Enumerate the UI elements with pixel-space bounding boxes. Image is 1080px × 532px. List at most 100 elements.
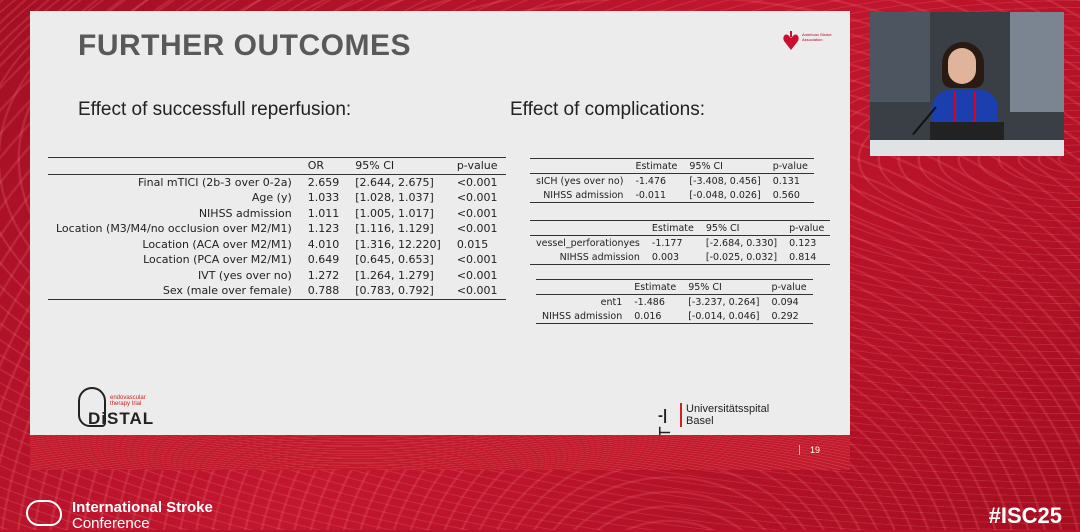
aha-logo: American Stroke Association — [780, 29, 832, 55]
reperfusion-subtitle: Effect of successfull reperfusion: — [78, 99, 352, 120]
speaker-face — [948, 48, 976, 84]
table-header: p-value — [783, 220, 831, 236]
p-value: <0.001 — [448, 283, 506, 300]
hospital-name-line1: Universitätsspital — [686, 403, 770, 415]
ci-value: [0.783, 0.792] — [347, 283, 449, 300]
table-row: vessel_perforationyes -1.177 [-2.684, 0.33… — [530, 236, 830, 251]
ci-value: [-3.408, 0.456] — [689, 175, 761, 187]
hospital-name: Universitätsspital Basel — [686, 403, 769, 427]
distal-logo: endovascular therapy trial DiSTAL — [78, 387, 198, 431]
estimate-value: -0.011 — [629, 188, 684, 203]
row-label: Location (ACA over M2/M1) — [142, 237, 292, 251]
table-header: p-value — [448, 157, 506, 175]
background-window — [1010, 12, 1064, 112]
row-label: NIHSS admission — [198, 206, 292, 220]
table-header: Estimate — [629, 158, 684, 174]
table-header-row: Estimate 95% CI p-value — [536, 279, 813, 295]
row-label: Location (PCA over M2/M1) — [143, 253, 292, 267]
p-value: <0.001 — [456, 206, 498, 220]
row-label: ent1 — [600, 296, 623, 308]
head-icon — [78, 387, 106, 427]
table-header — [48, 157, 300, 175]
or-value: 1.033 — [307, 191, 340, 205]
table-row: NIHSS admission -0.011 [-0.048, 0.026] 0.56… — [530, 188, 814, 203]
table-header: p-value — [765, 279, 813, 295]
ci-value: [1.005, 1.017] — [355, 206, 434, 220]
table-header-row: Estimate 95% CI p-value — [530, 158, 814, 174]
speaker-video — [870, 12, 1064, 156]
ci-value: [1.028, 1.037] — [355, 191, 434, 205]
p-value: <0.001 — [456, 268, 498, 282]
conference-hashtag: #ISC25 — [988, 503, 1062, 528]
table-header — [536, 279, 629, 295]
ci-value: [-0.014, 0.046] — [682, 309, 766, 324]
row-label: IVT (yes over no) — [197, 268, 292, 282]
presentation-slide: FURTHER OUTCOMES American Stroke Associa… — [30, 11, 850, 435]
or-value: 1.123 — [307, 222, 340, 236]
table-header-row: OR 95% CI p-value — [48, 157, 506, 175]
or-value: 2.659 — [307, 175, 340, 189]
heart-torch-icon — [783, 31, 799, 50]
table-row: Sex (male over female) 0.788 [0.783, 0.792… — [48, 283, 506, 300]
table-header: 95% CI — [347, 157, 449, 175]
hospital-mark-icon: -|⊢ — [658, 407, 672, 435]
ci-value: [-0.048, 0.026] — [683, 188, 767, 203]
table-row: sICH (yes over no) -1.476 [-3.408, 0.456] 0… — [530, 174, 814, 189]
table-row: IVT (yes over no) 1.272 [1.264, 1.279] <0.0… — [48, 268, 506, 284]
table-header — [530, 220, 646, 236]
p-value: <0.001 — [456, 191, 498, 205]
p-value: 0.123 — [789, 237, 817, 249]
p-value: 0.015 — [456, 237, 489, 251]
row-label: Location (M3/M4/no occlusion over M2/M1) — [56, 222, 292, 236]
or-value: 1.272 — [307, 268, 340, 282]
or-value: 1.011 — [307, 206, 340, 220]
table-header: p-value — [766, 158, 814, 174]
p-value: 0.131 — [772, 175, 800, 187]
or-value: 4.010 — [307, 237, 340, 251]
table-header — [530, 158, 630, 174]
ci-value: [-0.025, 0.032] — [699, 250, 784, 265]
table-header: Estimate — [628, 279, 683, 295]
slide-footer-band: 19 — [30, 435, 850, 470]
logo-divider — [680, 403, 682, 427]
estimate-value: -1.486 — [634, 296, 665, 308]
p-value: 0.292 — [765, 309, 813, 324]
row-label: NIHSS admission — [530, 250, 646, 265]
table-header: 95% CI — [682, 279, 766, 295]
table-header: Estimate — [645, 220, 700, 236]
p-value: 0.814 — [783, 250, 831, 265]
table-row: Location (M3/M4/no occlusion over M2/M1)… — [48, 221, 506, 237]
conference-name-line1: International Stroke — [72, 499, 213, 516]
row-label: Age (y) — [251, 191, 292, 205]
ci-value: [1.116, 1.129] — [355, 222, 434, 236]
sich-table: Estimate 95% CI p-value sICH (yes over n… — [530, 158, 814, 203]
table-row: Location (ACA over M2/M1) 4.010 [1.316, 12… — [48, 237, 506, 253]
p-value: 0.560 — [766, 188, 814, 203]
ent-table: Estimate 95% CI p-value ent1 -1.486 [-3.23… — [536, 279, 813, 324]
table-header: 95% CI — [699, 220, 784, 236]
row-label: sICH (yes over no) — [536, 175, 624, 187]
table-header: 95% CI — [683, 158, 767, 174]
table-row: NIHSS admission 1.011 [1.005, 1.017] <0.001 — [48, 206, 506, 222]
table-row: Age (y) 1.033 [1.028, 1.037] <0.001 — [48, 190, 506, 206]
ci-value: [-2.684, 0.330] — [705, 237, 778, 249]
ci-value: [-3.237, 0.264] — [688, 296, 760, 308]
ci-value: [2.644, 2.675] — [355, 175, 434, 189]
row-label: Sex (male over female) — [48, 283, 300, 300]
or-value: 0.788 — [299, 283, 348, 300]
ci-value: [1.264, 1.279] — [355, 268, 434, 282]
p-value: <0.001 — [456, 175, 498, 189]
slide-title: FURTHER OUTCOMES — [78, 29, 411, 62]
brain-icon — [26, 500, 62, 526]
or-value: 0.649 — [307, 253, 340, 267]
slide-page-number: 19 — [798, 445, 820, 455]
table-row: Final mTICI (2b-3 over 0-2a) 2.659 [2.644,… — [48, 174, 506, 190]
row-label: NIHSS admission — [536, 309, 629, 324]
distal-tagline: endovascular therapy trial — [110, 395, 146, 407]
reperfusion-table: OR 95% CI p-value Final mTICI (2b-3 over… — [48, 157, 506, 300]
estimate-value: 0.003 — [645, 250, 700, 265]
conference-name-line2: Conference — [72, 515, 150, 532]
aha-logo-text: American Stroke Association — [802, 32, 832, 42]
distal-wordmark: DiSTAL — [88, 409, 155, 428]
perforation-table: Estimate 95% CI p-value vessel_perforati… — [530, 220, 831, 265]
